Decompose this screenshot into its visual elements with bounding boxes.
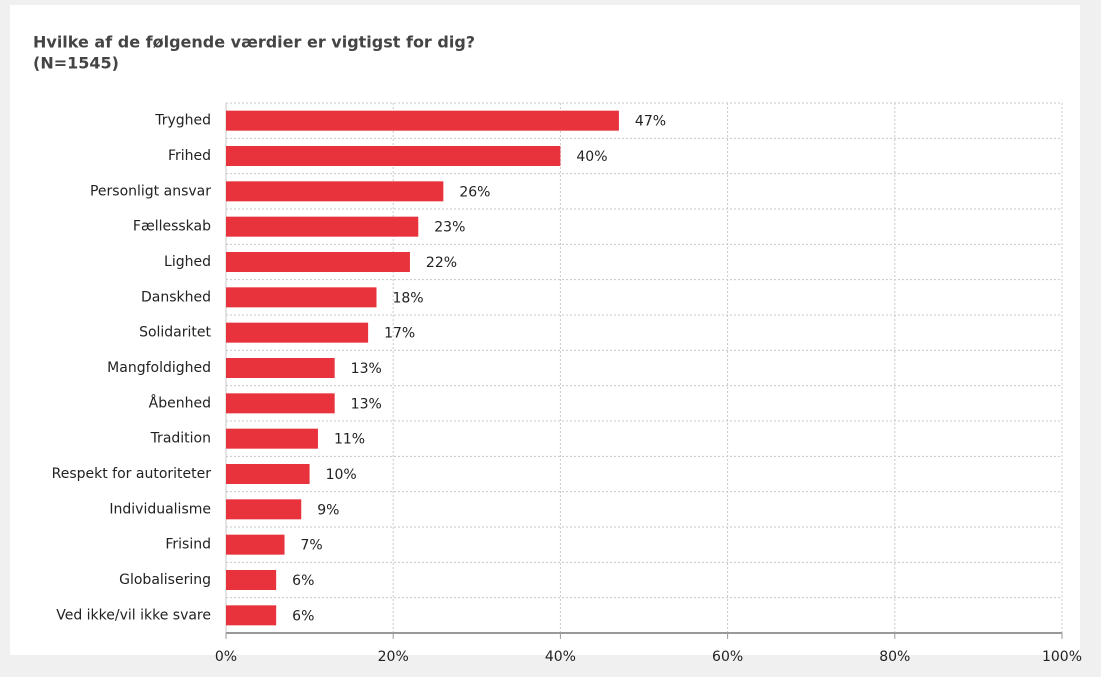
value-label: 47% [635, 114, 666, 130]
value-label: 22% [426, 255, 457, 271]
y-tick-label: Tryghed [154, 113, 211, 129]
y-tick-label: Åbenhed [149, 394, 211, 411]
value-label: 13% [351, 396, 382, 412]
y-tick-label: Danskhed [141, 289, 211, 305]
bar [226, 605, 277, 626]
y-tick-label: Globalisering [119, 572, 211, 588]
bar [226, 181, 444, 202]
y-tick-label: Respekt for autoriteter [52, 466, 212, 482]
value-label: 40% [576, 149, 607, 165]
bar [226, 534, 285, 555]
value-label: 6% [292, 608, 314, 624]
bar [226, 146, 561, 166]
value-label: 18% [392, 290, 423, 306]
x-tick-label: 40% [545, 649, 576, 665]
bar [226, 499, 302, 520]
x-tick-label: 20% [378, 649, 409, 665]
value-label: 6% [292, 573, 314, 589]
value-label: 17% [384, 326, 415, 342]
y-tick-label: Mangfoldighed [107, 360, 211, 376]
value-label: 7% [301, 538, 323, 554]
bar [226, 322, 369, 343]
bar [226, 464, 310, 484]
x-tick-label: 80% [879, 649, 910, 665]
x-tick-label: 0% [215, 649, 237, 665]
bar [226, 393, 335, 414]
y-tick-label: Solidaritet [139, 325, 211, 341]
x-tick-label: 100% [1042, 649, 1082, 665]
chart-title: Hvilke af de følgende værdier er vigtigs… [33, 33, 475, 52]
y-tick-label: Personligt ansvar [90, 183, 211, 199]
bar [226, 570, 277, 590]
bar [226, 428, 318, 449]
y-tick-label: Lighed [164, 254, 211, 270]
bar [226, 216, 419, 237]
y-tick-label: Ved ikke/vil ikke svare [56, 607, 211, 623]
bar [226, 252, 410, 272]
y-tick-label: Fællesskab [133, 219, 211, 235]
y-tick-label: Frisind [165, 537, 211, 553]
x-tick-label: 60% [712, 649, 743, 665]
y-tick-label: Frihed [168, 148, 211, 164]
bar [226, 358, 335, 378]
value-label: 23% [434, 220, 465, 236]
bar [226, 110, 619, 131]
chart-subtitle: (N=1545) [33, 54, 119, 73]
bar [226, 287, 377, 308]
value-label: 10% [326, 467, 357, 483]
value-label: 26% [459, 184, 490, 200]
value-label: 9% [317, 502, 339, 518]
value-label: 11% [334, 432, 365, 448]
value-label: 13% [351, 361, 382, 377]
y-tick-label: Individualisme [109, 501, 211, 517]
y-tick-label: Tradition [150, 431, 211, 447]
